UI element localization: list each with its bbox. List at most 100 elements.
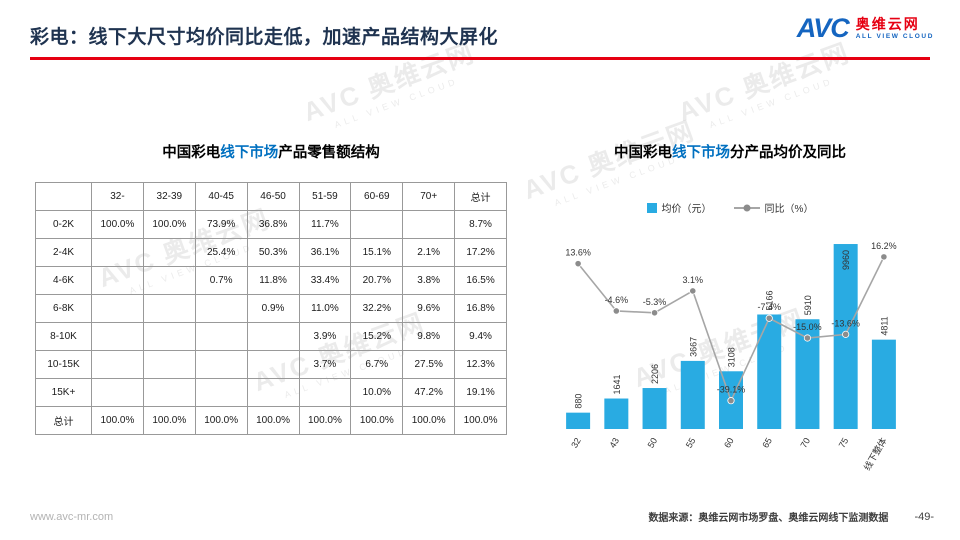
logo-abbr-text: AVC — [796, 13, 850, 43]
table-cell: 17.2% — [454, 238, 507, 267]
logo-en-text: ALL VIEW CLOUD — [855, 32, 934, 40]
bar-value-label: 6166 — [765, 290, 775, 310]
row-header: 15K+ — [35, 378, 92, 407]
table-cell: 9.6% — [402, 294, 456, 323]
bar-线下整体 — [871, 339, 896, 429]
table-cell: 16.5% — [454, 266, 507, 295]
table-cell — [91, 350, 144, 379]
column-header: 51-59 — [298, 182, 352, 211]
yoy-marker — [803, 334, 812, 342]
yoy-marker — [842, 330, 850, 338]
title-underline — [30, 57, 930, 60]
column-header: 70+ — [402, 182, 456, 211]
x-axis-label: 70 — [799, 436, 813, 450]
table-cell — [91, 294, 144, 323]
table-cell — [142, 238, 196, 267]
table-cell: 36.1% — [298, 238, 352, 267]
legend-price-label: 均价（元） — [661, 204, 712, 215]
chart-title-pre: 中国彩电 — [614, 145, 672, 161]
legend-item-yoy: 同比（%） — [733, 200, 813, 215]
row-header: 8-10K — [35, 322, 92, 351]
table-cell: 8.7% — [454, 210, 507, 239]
watermark: AVC 奥维云网 ALL VIEW CLOUD — [674, 37, 854, 131]
yoy-marker — [574, 260, 582, 268]
page-number: -49- — [914, 510, 934, 523]
bar-value-label: 9960 — [841, 250, 851, 270]
bar-value-label: 5910 — [803, 295, 813, 315]
table-cell — [194, 350, 248, 379]
table-cell: 9.4% — [454, 322, 507, 351]
row-header: 0-2K — [35, 210, 92, 239]
table-cell: 3.8% — [402, 266, 456, 295]
x-axis-label: 75 — [837, 436, 851, 450]
table-cell: 100.0% — [246, 406, 300, 435]
table-cell: 100.0% — [194, 406, 248, 435]
column-header: 32-39 — [142, 182, 196, 211]
table-cell: 6.7% — [350, 350, 404, 379]
table-cell: 20.7% — [350, 266, 404, 295]
table-cell: 100.0% — [298, 406, 352, 435]
bar-value-label: 3108 — [727, 347, 737, 367]
data-source-note: 数据来源：奥维云网市场罗盘、奥维云网线下监测数据 — [648, 513, 889, 524]
footer-right: 数据来源：奥维云网市场罗盘、奥维云网线下监测数据 -49- — [648, 509, 934, 525]
table-row: 4-6K 0.7% 11.8% 33.4% 20.7% 3.8% 16.5% — [35, 266, 507, 295]
table-row: 10-15K 3.7% 6.7% 27.5% 12.3% — [35, 350, 507, 379]
table-cell — [194, 322, 248, 351]
table-row: 总计 100.0% 100.0% 100.0% 100.0% 100.0% 100.0% 10… — [35, 406, 507, 435]
yoy-value-label: -15.0% — [793, 322, 822, 332]
table-cell — [91, 266, 144, 295]
row-header: 4-6K — [35, 266, 92, 295]
table-cell: 36.8% — [246, 210, 300, 239]
row-header: 6-8K — [35, 294, 92, 323]
table-cell — [246, 322, 300, 351]
price-yoy-chart: 880 32 1641 43 2206 50 3667 55 3108 60 6166 65 5910 7… — [565, 241, 896, 472]
yoy-value-label: 13.6% — [565, 248, 591, 258]
table-cell — [142, 350, 196, 379]
table-cell: 100.0% — [91, 210, 144, 239]
table-cell: 73.9% — [194, 210, 248, 239]
bar-legend-swatch-icon — [646, 202, 657, 213]
bar-value-label: 2206 — [650, 364, 660, 384]
table-cell — [142, 294, 196, 323]
bar-value-label: 1641 — [612, 374, 622, 394]
table-title-pre: 中国彩电 — [162, 145, 221, 161]
row-header: 2-4K — [35, 238, 92, 267]
table-cell: 25.4% — [194, 238, 248, 267]
footer: www.avc-mr.com 数据来源：奥维云网市场罗盘、奥维云网线下监测数据 … — [30, 509, 934, 525]
row-header: 10-15K — [35, 350, 92, 379]
table-cell — [194, 378, 248, 407]
table-cell — [246, 350, 300, 379]
legend-item-price: 均价（元） — [646, 200, 712, 215]
yoy-value-label: 3.1% — [683, 275, 704, 285]
table-cell: 11.0% — [298, 294, 352, 323]
table-cell — [246, 378, 300, 407]
table-cell: 32.2% — [350, 294, 404, 323]
table-cell: 33.4% — [298, 266, 352, 295]
bar-value-label: 880 — [574, 394, 584, 409]
logo-text-stack: 奥维云网 ALL VIEW CLOUD — [855, 16, 934, 40]
yoy-value-label: -5.3% — [643, 297, 667, 307]
table-cell: 3.9% — [298, 322, 352, 351]
table-cell: 12.3% — [454, 350, 507, 379]
table-cell — [91, 238, 144, 267]
table-cell: 16.8% — [454, 294, 507, 323]
x-axis-label: 55 — [684, 436, 698, 450]
table-row: 8-10K 3.9% 15.2% 9.8% 9.4% — [35, 322, 507, 351]
column-header: 40-45 — [194, 182, 248, 211]
table-cell: 0.9% — [246, 294, 300, 323]
table-cell — [142, 378, 196, 407]
line-legend-dot-icon — [743, 204, 751, 211]
table-cell: 3.7% — [298, 350, 352, 379]
table-cell — [350, 210, 404, 239]
column-header: 总计 — [454, 182, 507, 211]
bar-55 — [680, 360, 705, 429]
table-row: 15K+ 10.0% 47.2% 19.1% — [35, 378, 507, 407]
header-row: 32- 32-39 40-45 46-50 51-59 60-69 70+ 总计 — [35, 182, 507, 211]
table-cell — [142, 322, 196, 351]
logo-cn-text: 奥维云网 — [855, 16, 920, 33]
x-axis-label: 60 — [722, 436, 736, 450]
x-axis-label: 32 — [569, 436, 583, 450]
table-cell: 27.5% — [402, 350, 456, 379]
table-cell: 19.1% — [454, 378, 507, 407]
